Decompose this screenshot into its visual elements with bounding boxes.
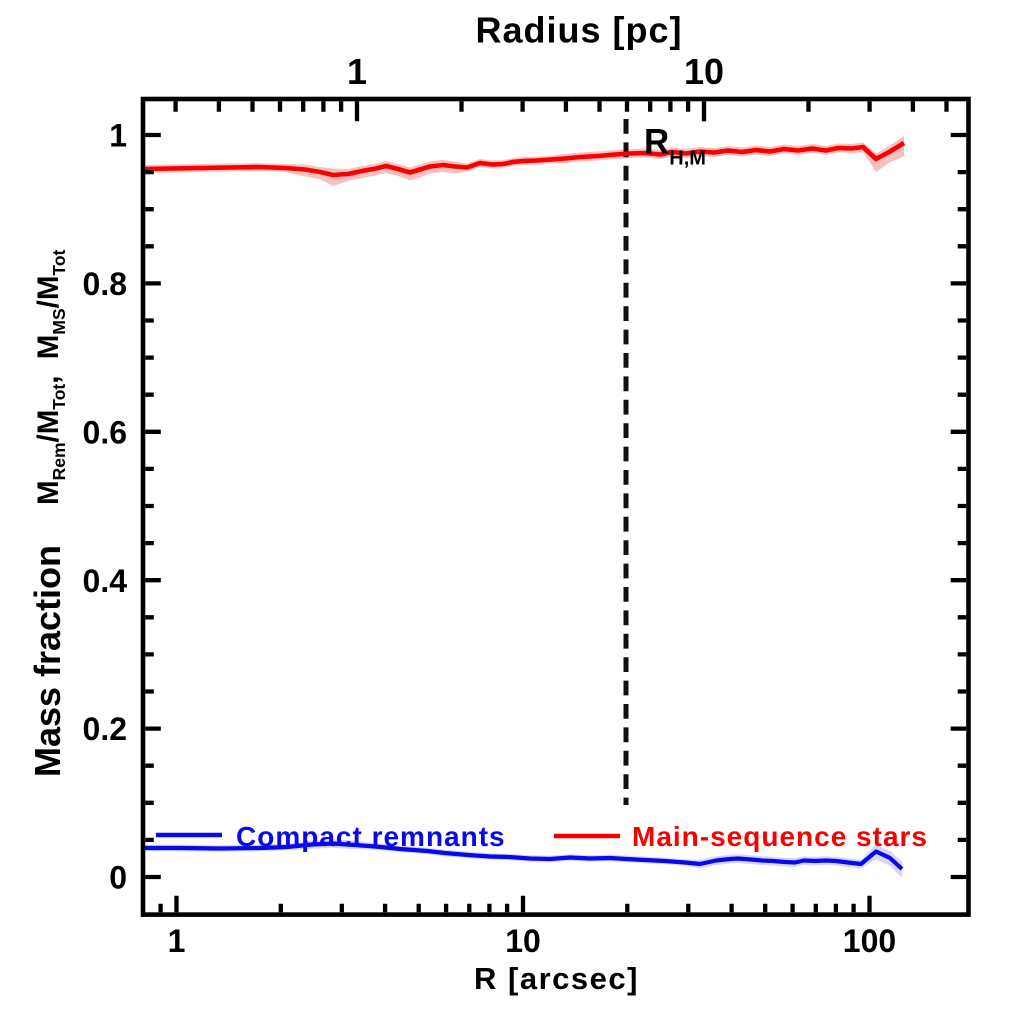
- svg-text:Compact remnants: Compact remnants: [236, 821, 506, 852]
- svg-text:Radius [pc]: Radius [pc]: [475, 10, 682, 51]
- svg-text:10: 10: [505, 923, 541, 959]
- svg-text:1: 1: [109, 118, 127, 154]
- svg-text:100: 100: [843, 923, 896, 959]
- svg-text:Mass fraction: Mass fraction: [27, 545, 68, 777]
- svg-text:0.8: 0.8: [83, 266, 127, 302]
- svg-text:0.2: 0.2: [83, 711, 127, 747]
- svg-text:0.4: 0.4: [83, 563, 128, 599]
- svg-text:0: 0: [109, 860, 127, 896]
- svg-text:1: 1: [347, 51, 367, 92]
- svg-text:Main-sequence stars: Main-sequence stars: [632, 821, 928, 852]
- svg-text:1: 1: [168, 923, 186, 959]
- svg-text:10: 10: [684, 51, 724, 92]
- svg-text:0.6: 0.6: [83, 414, 127, 450]
- svg-text:R [arcsec]: R [arcsec]: [474, 961, 639, 996]
